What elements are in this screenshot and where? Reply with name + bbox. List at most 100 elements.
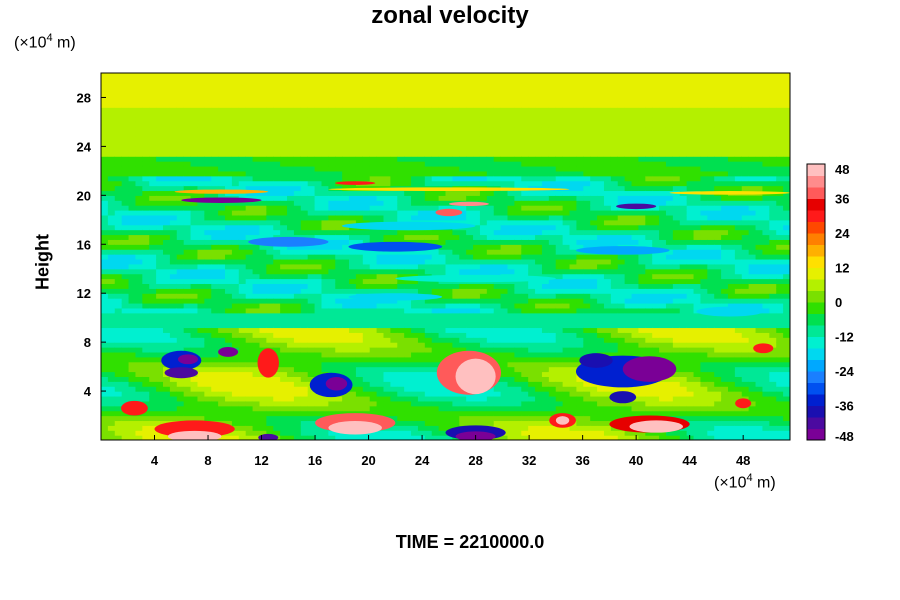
heat-cell <box>479 400 488 407</box>
heat-cell <box>445 97 453 103</box>
heat-cell <box>541 97 550 103</box>
heat-cell <box>245 82 254 89</box>
heat-cell <box>535 219 543 226</box>
heat-cell <box>376 156 385 162</box>
heat-cell <box>479 391 488 397</box>
heat-cell <box>390 175 398 182</box>
heat-cell <box>424 200 433 206</box>
heat-cell <box>169 229 178 236</box>
heat-cell <box>107 356 116 363</box>
heat-cell <box>445 151 453 157</box>
heat-cell <box>183 136 192 143</box>
heat-cell <box>300 327 309 333</box>
y-axis-unit: (×104 m) <box>14 32 76 52</box>
heat-cell <box>500 312 509 319</box>
heat-cell <box>507 430 515 436</box>
heat-cell <box>176 229 185 236</box>
heat-cell <box>548 312 557 319</box>
heat-cell <box>259 146 267 152</box>
heat-cell <box>452 337 460 343</box>
heat-cell <box>355 102 364 108</box>
heat-cell <box>300 165 309 172</box>
heat-cell <box>514 342 522 348</box>
heat-cell <box>459 126 467 133</box>
heat-cell <box>190 234 199 240</box>
heat-cell <box>135 219 143 226</box>
heat-cell <box>314 347 323 353</box>
heat-cell <box>541 312 550 319</box>
heat-cell <box>107 405 116 412</box>
heat-cell <box>528 391 536 397</box>
heat-cell <box>342 161 350 167</box>
heat-cell <box>431 415 440 422</box>
heat-cell <box>218 405 226 412</box>
heat-cell <box>107 391 116 397</box>
heat-cell <box>369 371 378 377</box>
heat-cell <box>424 415 433 422</box>
heat-cell <box>142 214 150 221</box>
heat-cell <box>438 112 447 118</box>
heat-cell <box>362 337 371 343</box>
heat-cell <box>142 356 150 363</box>
heat-cell <box>459 102 467 108</box>
heat-cell <box>335 239 343 245</box>
heat-cell <box>238 425 247 431</box>
heat-cell <box>307 146 316 152</box>
heat-cell <box>500 400 509 407</box>
heat-cell <box>149 435 157 440</box>
heat-cell <box>142 415 150 422</box>
heat-cell <box>514 107 522 113</box>
heat-cell <box>190 87 199 94</box>
heat-cell <box>259 430 267 436</box>
heat-cell <box>293 254 302 260</box>
heat-cell <box>231 210 240 216</box>
heat-cell <box>183 121 192 128</box>
heat-cell <box>383 322 391 329</box>
heat-cell <box>500 200 509 206</box>
heat-cell <box>225 170 233 177</box>
heat-cell <box>438 165 447 172</box>
heat-cell <box>417 268 426 275</box>
heat-cell <box>459 298 467 304</box>
heat-cell <box>438 107 447 113</box>
heat-cell <box>128 112 137 118</box>
heat-cell <box>417 229 426 236</box>
heat-cell <box>445 117 453 123</box>
heat-cell <box>438 293 447 299</box>
heat-cell <box>107 165 116 172</box>
heat-cell <box>362 73 371 79</box>
heat-cell <box>169 244 178 250</box>
heat-cell <box>300 263 309 270</box>
heat-cell <box>507 77 515 84</box>
heat-cell <box>342 366 350 373</box>
heat-cell <box>355 205 364 211</box>
heat-cell <box>183 376 192 382</box>
heat-cell <box>266 327 274 333</box>
heat-cell <box>342 170 350 177</box>
heat-cell <box>335 356 343 363</box>
heat-cell <box>204 327 212 333</box>
heat-cell <box>142 185 150 192</box>
heat-cell <box>293 244 302 250</box>
heat-cell <box>479 420 488 426</box>
heat-cell <box>466 219 474 226</box>
heat-cell <box>266 165 274 172</box>
heat-cell <box>135 244 143 250</box>
heat-cell <box>190 121 199 128</box>
heat-cell <box>176 293 185 299</box>
heat-cell <box>238 214 247 221</box>
heat-cell <box>397 165 405 172</box>
heat-cell <box>376 151 385 157</box>
heat-cell <box>266 117 274 123</box>
heat-cell <box>156 327 164 333</box>
heat-cell <box>183 268 192 275</box>
heat-cell <box>411 92 419 99</box>
heat-cell <box>252 214 261 221</box>
heat-cell <box>128 156 137 162</box>
heat-cell <box>507 415 515 422</box>
heat-cell <box>114 161 123 167</box>
heat-cell <box>445 283 453 289</box>
heat-cell <box>417 395 426 402</box>
heat-cell <box>493 87 502 94</box>
heat-cell <box>287 165 295 172</box>
